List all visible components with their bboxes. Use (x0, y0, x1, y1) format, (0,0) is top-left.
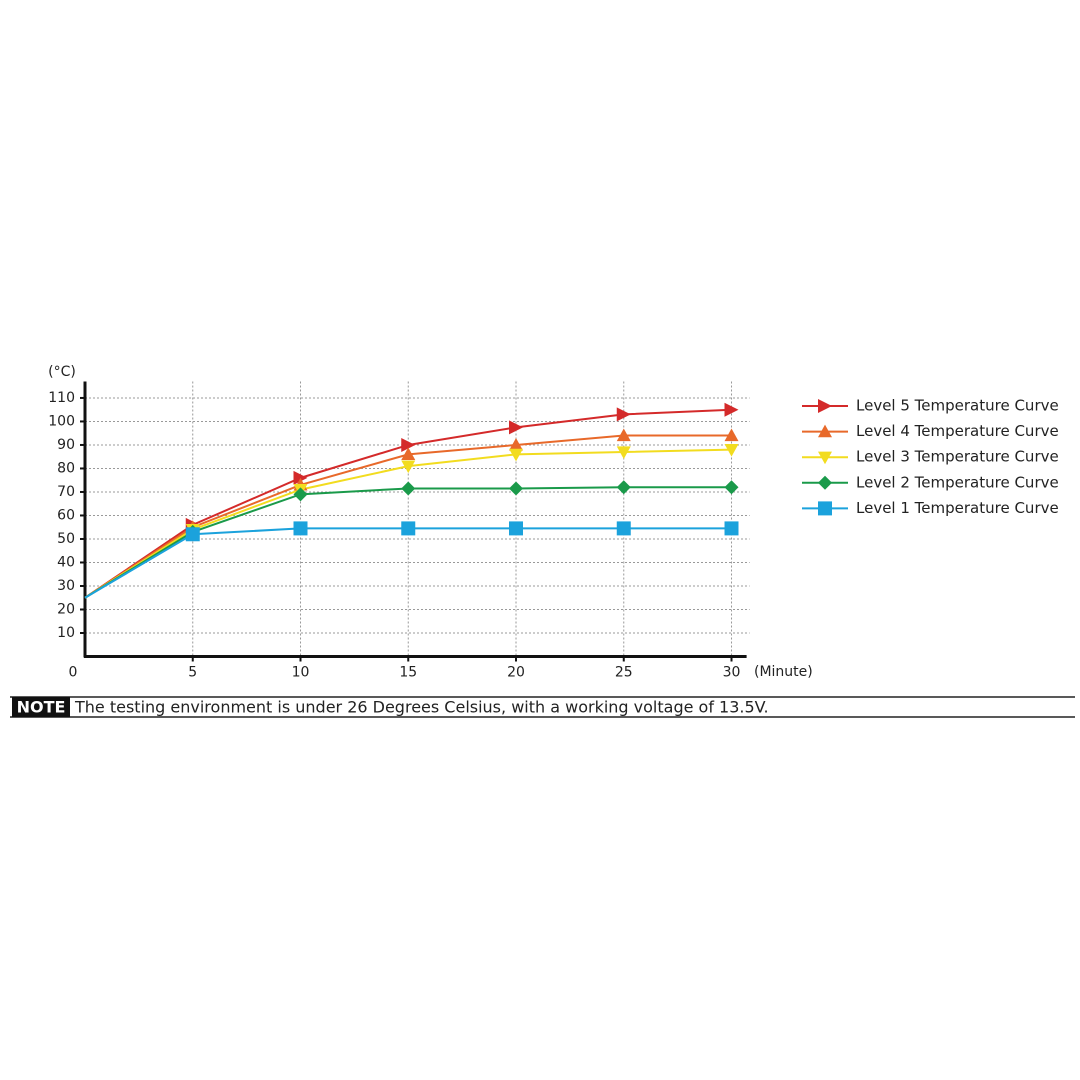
legend-label: Level 2 Temperature Curve (856, 473, 1059, 491)
y-tick-label: 30 (57, 578, 75, 594)
x-tick-label: 5 (188, 665, 197, 681)
x-tick-label: 15 (399, 665, 417, 681)
marker (724, 444, 739, 457)
marker (616, 480, 631, 495)
legend-marker (818, 451, 832, 465)
x-tick-label: 10 (292, 665, 310, 681)
y-tick-label: 50 (57, 531, 75, 547)
marker (401, 460, 416, 474)
note-tag-box (12, 697, 70, 717)
marker (401, 447, 416, 460)
legend-marker (818, 501, 832, 516)
y-tick-label: 100 (48, 413, 75, 429)
marker (724, 480, 739, 495)
x-tick-label: 20 (507, 665, 525, 681)
marker (616, 407, 631, 422)
marker (616, 446, 631, 460)
marker (724, 521, 739, 536)
y-tick-label: 40 (57, 554, 75, 570)
marker (401, 481, 416, 496)
marker (293, 487, 308, 502)
y-axis-label: (°C) (48, 364, 76, 380)
marker (616, 428, 631, 442)
x-tick-label: 30 (723, 665, 741, 681)
marker (185, 527, 200, 542)
x-axis-label: (Minute) (754, 664, 813, 680)
y-tick-label: 10 (57, 625, 75, 641)
legend-marker (818, 424, 832, 438)
y-tick-label: 110 (48, 390, 75, 406)
x-tick-label: 0 (69, 665, 78, 681)
marker (293, 470, 308, 485)
note-tag: NOTE (17, 698, 66, 717)
marker (724, 402, 739, 417)
marker (509, 448, 524, 462)
y-tick-label: 60 (57, 507, 75, 523)
marker (509, 521, 524, 536)
marker (401, 521, 416, 536)
marker (509, 481, 524, 496)
marker (401, 437, 416, 452)
y-tick-label: 90 (57, 437, 75, 453)
marker (724, 428, 739, 442)
legend-label: Level 3 Temperature Curve (856, 448, 1059, 466)
marker (509, 437, 524, 451)
legend-marker (818, 475, 832, 490)
legend-label: Level 1 Temperature Curve (856, 499, 1059, 517)
y-tick-label: 80 (57, 460, 75, 476)
legend-label: Level 4 Temperature Curve (856, 422, 1059, 440)
legend-label: Level 5 Temperature Curve (856, 397, 1059, 415)
marker (616, 521, 631, 536)
marker (509, 420, 524, 435)
legend-marker (818, 399, 832, 413)
y-tick-label: 20 (57, 601, 75, 617)
y-tick-label: 70 (57, 484, 75, 500)
note-text: The testing environment is under 26 Degr… (74, 698, 769, 717)
marker (293, 521, 308, 536)
x-tick-label: 25 (615, 665, 633, 681)
